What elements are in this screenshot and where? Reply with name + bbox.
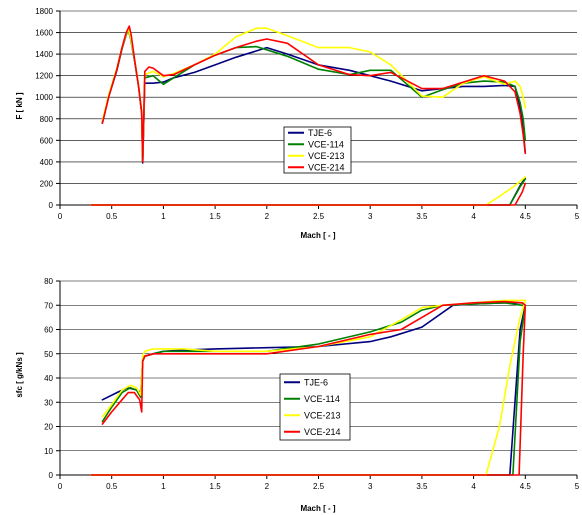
thrust-x-tick-label: 4.5 bbox=[520, 212, 532, 221]
sfc-y-tick-label: 70 bbox=[44, 301, 53, 310]
thrust-chart-x-label: Mach [ - ] bbox=[300, 231, 335, 240]
sfc-y-tick-label: 30 bbox=[44, 398, 53, 407]
sfc-y-tick-label: 0 bbox=[49, 471, 54, 480]
thrust-y-tick-label: 0 bbox=[49, 201, 54, 210]
sfc-series-line-vce-214 bbox=[101, 300, 527, 425]
thrust-legend-box bbox=[283, 126, 352, 174]
thrust-chart-grid bbox=[60, 10, 577, 206]
thrust-chart-y-ticks: 0 200 400 600 800 1000 1200 1400 1600 1800 bbox=[35, 7, 60, 210]
sfc-y-tick-label: 60 bbox=[44, 326, 53, 335]
sfc-chart-y-label: sfc [ g/kNs ] bbox=[15, 352, 24, 398]
sfc-chart-x-label: Mach [ - ] bbox=[300, 504, 335, 513]
sfc-x-tick-label: 5 bbox=[575, 482, 580, 491]
sfc-x-tick-label: 2.5 bbox=[313, 482, 325, 491]
thrust-chart-series bbox=[90, 25, 527, 206]
thrust-legend-label: VCE-214 bbox=[308, 162, 345, 172]
sfc-chart-series bbox=[90, 299, 527, 476]
thrust-y-tick-label: 600 bbox=[40, 136, 54, 145]
sfc-y-tick-label: 20 bbox=[44, 423, 53, 432]
sfc-chart-legend: TJE-6 VCE-114 VCE-213 VCE-214 bbox=[279, 373, 351, 441]
thrust-series-line-vce-213 bbox=[101, 27, 527, 161]
thrust-y-tick-label: 1000 bbox=[35, 93, 53, 102]
thrust-x-tick-label: 0.5 bbox=[106, 212, 118, 221]
thrust-legend-label: TJE-6 bbox=[308, 128, 332, 138]
sfc-x-tick-label: 1 bbox=[161, 482, 166, 491]
sfc-chart: 0 0.5 1 1.5 2 2.5 3 3.5 4 4.5 5 01020304050607080 … bbox=[15, 277, 580, 513]
thrust-y-tick-label: 200 bbox=[40, 179, 54, 188]
thrust-legend-label: VCE-213 bbox=[308, 151, 345, 161]
thrust-series-line-vce-214 bbox=[90, 182, 527, 206]
thrust-x-tick-label: 1.5 bbox=[210, 212, 222, 221]
sfc-legend-box bbox=[279, 373, 351, 441]
sfc-x-tick-label: 4.5 bbox=[520, 482, 532, 491]
sfc-legend-label: TJE-6 bbox=[304, 377, 328, 387]
sfc-y-tick-label: 50 bbox=[44, 350, 53, 359]
sfc-chart-y-ticks: 0 10 20 30 40 50 60 70 80 bbox=[44, 277, 60, 480]
thrust-x-tick-label: 2.5 bbox=[313, 212, 325, 221]
sfc-x-tick-label: 3.5 bbox=[416, 482, 428, 491]
thrust-series-line-vce-114 bbox=[90, 178, 527, 206]
sfc-y-tick-label: 80 bbox=[44, 277, 53, 286]
sfc-x-tick-label: 0.5 bbox=[106, 482, 118, 491]
sfc-y-tick-label: 10 bbox=[44, 447, 53, 456]
thrust-chart-y-label: F [ kN ] bbox=[15, 92, 24, 119]
thrust-x-tick-label: 0 bbox=[58, 212, 63, 221]
thrust-legend-label: VCE-114 bbox=[308, 139, 344, 149]
thrust-x-tick-label: 1 bbox=[161, 212, 166, 221]
sfc-x-tick-label: 2 bbox=[265, 482, 270, 491]
sfc-series-line-vce-214 bbox=[90, 304, 527, 476]
thrust-chart-frame bbox=[59, 11, 577, 206]
sfc-legend-label: VCE-213 bbox=[304, 410, 341, 420]
thrust-x-tick-label: 5 bbox=[575, 212, 580, 221]
thrust-y-tick-label: 800 bbox=[40, 115, 54, 124]
sfc-x-tick-label: 4 bbox=[471, 482, 476, 491]
thrust-y-tick-label: 1600 bbox=[35, 29, 53, 38]
sfc-x-tick-label: 3 bbox=[368, 482, 373, 491]
sfc-chart-x-ticks: 0 0.5 1 1.5 2 2.5 3 3.5 4 4.5 5 bbox=[58, 475, 580, 491]
sfc-x-tick-label: 1.5 bbox=[210, 482, 222, 491]
sfc-legend-label: VCE-214 bbox=[304, 427, 341, 437]
thrust-x-tick-label: 2 bbox=[265, 212, 270, 221]
sfc-legend-label: VCE-114 bbox=[304, 394, 340, 404]
thrust-y-tick-label: 1800 bbox=[35, 7, 53, 16]
thrust-x-tick-label: 3 bbox=[368, 212, 373, 221]
thrust-series-line-tje-6 bbox=[90, 177, 527, 206]
sfc-y-tick-label: 40 bbox=[44, 374, 53, 383]
sfc-x-tick-label: 0 bbox=[58, 482, 63, 491]
thrust-x-tick-label: 4 bbox=[471, 212, 476, 221]
thrust-series-line-vce-214 bbox=[101, 25, 527, 163]
thrust-y-tick-label: 400 bbox=[40, 158, 54, 167]
thrust-y-tick-label: 1200 bbox=[35, 72, 53, 81]
thrust-chart-x-ticks: 0 0.5 1 1.5 2 2.5 3 3.5 4 4.5 5 bbox=[58, 205, 580, 221]
thrust-x-tick-label: 3.5 bbox=[416, 212, 428, 221]
thrust-series-line-vce-213 bbox=[90, 176, 527, 206]
thrust-chart: 0 0.5 1 1.5 2 2.5 3 3.5 4 4.5 5 0 200 400 600 800 1000 1… bbox=[15, 7, 580, 240]
thrust-y-tick-label: 1400 bbox=[35, 50, 53, 59]
